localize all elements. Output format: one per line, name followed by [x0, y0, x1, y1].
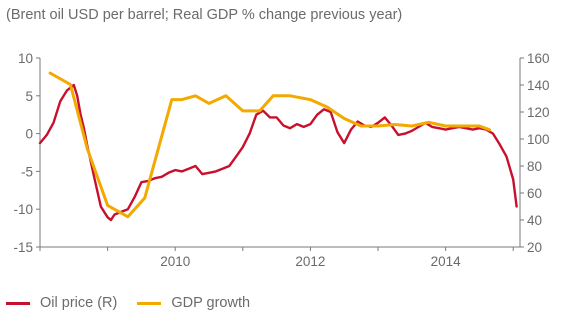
left-tick-label: -15: [13, 240, 33, 255]
chart-series: [38, 71, 518, 222]
legend-swatch-oil-price: [6, 301, 30, 305]
right-tick-label: 80: [527, 159, 542, 174]
series-line-oil-price-r: [38, 83, 518, 222]
left-tick-label: 0: [25, 127, 33, 142]
chart-axes: [36, 57, 524, 251]
x-tick-label: 2014: [431, 254, 462, 269]
right-tick-label: 160: [527, 51, 550, 66]
left-tick-label: 10: [18, 51, 33, 66]
chart-legend: Oil price (R) GDP growth: [6, 293, 270, 313]
right-tick-label: 100: [527, 132, 550, 147]
legend-item-oil-price: Oil price (R): [6, 295, 117, 311]
x-tick-label: 2012: [295, 254, 325, 269]
series-line-gdp-growth: [48, 71, 492, 219]
x-tick-label: 2010: [160, 254, 190, 269]
legend-label-gdp-growth: GDP growth: [171, 295, 251, 311]
right-tick-label: 140: [527, 78, 550, 93]
right-tick-label: 20: [527, 240, 542, 255]
legend-item-gdp-growth: GDP growth: [137, 295, 250, 311]
right-tick-label: 120: [527, 105, 550, 120]
chart-tick-labels: 10 5 0 -5 -10 -15 160 140 120 100 80 60 40 20 2010 2012…: [13, 51, 549, 269]
left-tick-label: -5: [21, 164, 33, 179]
right-tick-label: 40: [527, 213, 542, 228]
chart-subtitle: (Brent oil USD per barrel; Real GDP % ch…: [6, 7, 403, 23]
legend-label-oil-price: Oil price (R): [40, 295, 118, 311]
left-tick-label: -10: [13, 202, 33, 217]
legend-swatch-gdp-growth: [137, 301, 162, 305]
right-tick-label: 60: [527, 186, 542, 201]
left-tick-label: 5: [25, 89, 33, 104]
line-chart: 10 5 0 -5 -10 -15 160 140 120 100 80 60 40 20 2010 2012…: [13, 51, 549, 269]
